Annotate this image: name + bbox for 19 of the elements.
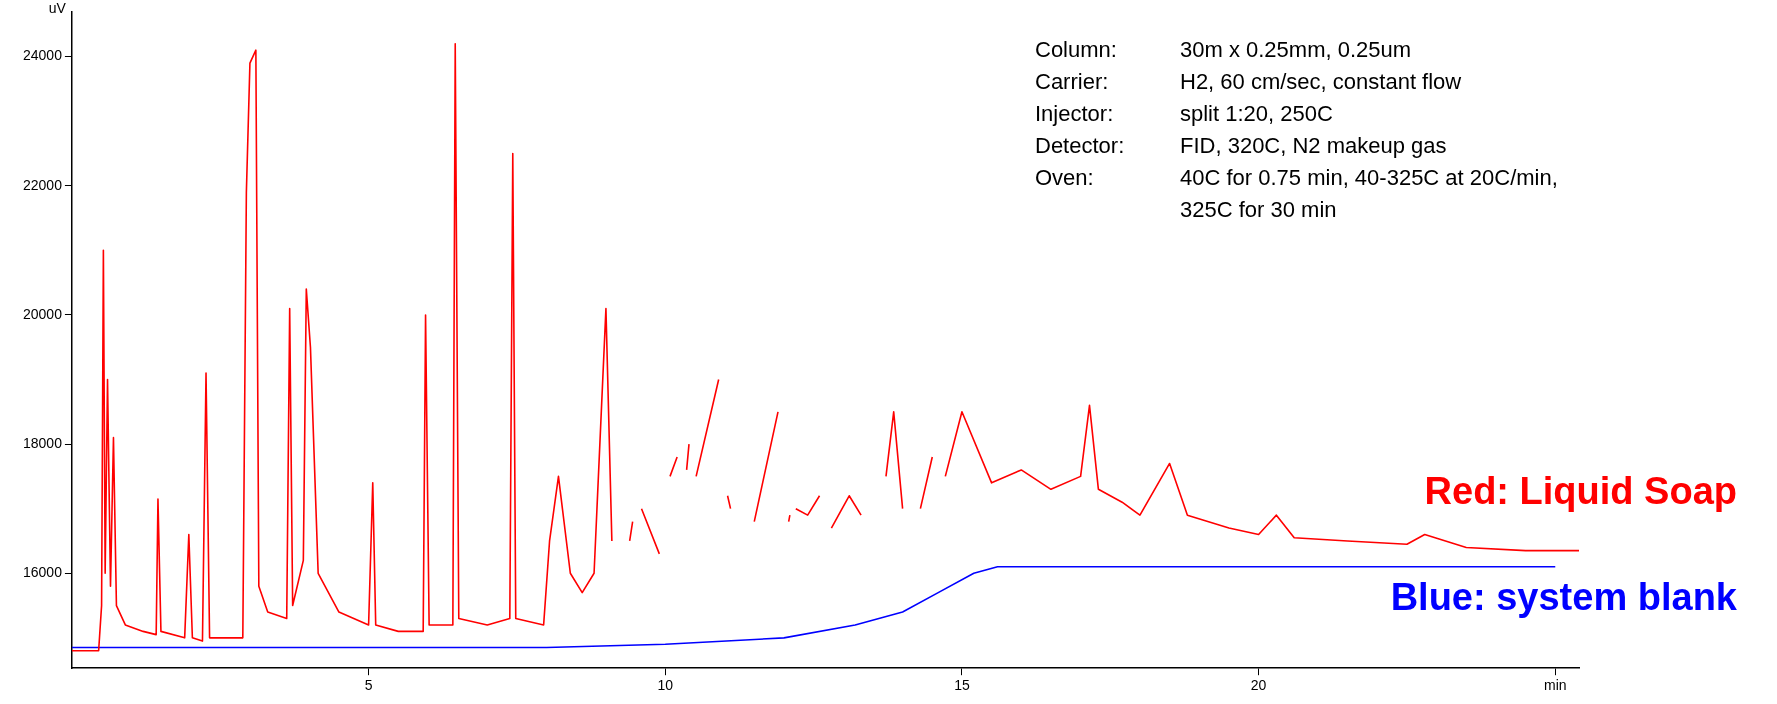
text: Oven: 40C for 0.75 min, 40-325C at 20C/min, [1035,165,1558,191]
y-tick-label: 16000 [22,564,63,581]
text: Carrier: H2, 60 cm/sec, constant flow [1035,69,1462,95]
y-tick-label: 18000 [22,434,63,451]
x-tick-label: 20 [1250,677,1267,694]
annotation: 325C for 30 min [1180,197,1337,223]
series-label: Blue: system blank [1390,576,1738,619]
x-tick-label: 10 [657,677,674,694]
text: Column: 30m x 0.25mm, 0.25um [1035,37,1412,63]
x-tick-label: 5 [364,677,373,694]
y-tick-label: 24000 [22,47,63,64]
y-tick-label: 22000 [22,176,63,193]
x-tick-label: 15 [954,677,970,694]
series-label: Red: Liquid Soap [1424,470,1737,513]
text: Injector: split 1:20, 250C [1035,101,1333,127]
text: Detector: FID, 320C, N2 makeup gas [1035,133,1447,159]
y-axis-title: uV [48,0,67,16]
x-tick-label: min [1543,677,1567,694]
y-tick-label: 20000 [22,305,63,322]
